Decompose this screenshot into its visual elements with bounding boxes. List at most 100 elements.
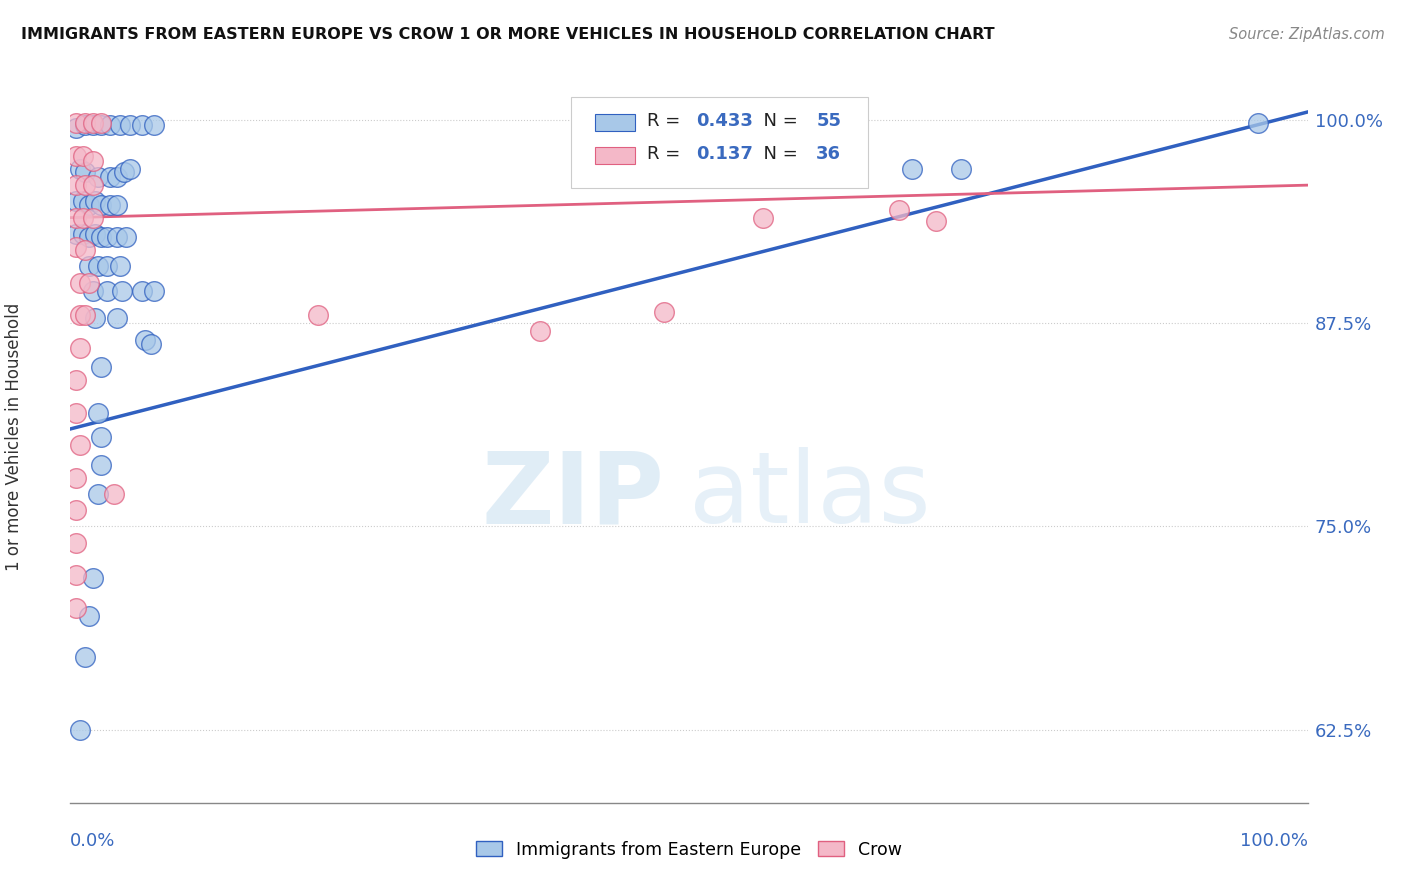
Point xyxy=(90,197,112,211)
Point xyxy=(84,194,107,209)
Point xyxy=(82,572,104,586)
Text: 55: 55 xyxy=(815,112,841,130)
Point xyxy=(69,723,91,737)
Point xyxy=(77,230,100,244)
Point xyxy=(65,600,87,615)
Point xyxy=(72,149,94,163)
Point xyxy=(98,197,121,211)
Point xyxy=(72,211,94,225)
Point xyxy=(112,165,135,179)
Point xyxy=(82,178,104,193)
Point xyxy=(86,260,108,274)
Point xyxy=(84,227,107,241)
Text: 0.433: 0.433 xyxy=(696,112,754,130)
Point xyxy=(65,227,87,241)
Text: IMMIGRANTS FROM EASTERN EUROPE VS CROW 1 OR MORE VEHICLES IN HOUSEHOLD CORRELATI: IMMIGRANTS FROM EASTERN EUROPE VS CROW 1… xyxy=(21,27,994,42)
Point xyxy=(108,260,131,274)
Point xyxy=(1247,116,1270,130)
Point xyxy=(72,194,94,209)
Point xyxy=(90,360,112,375)
Point xyxy=(65,373,87,387)
Point xyxy=(65,406,87,420)
Point xyxy=(90,230,112,244)
Text: ZIP: ZIP xyxy=(481,447,664,544)
Point xyxy=(75,308,97,322)
Point xyxy=(75,649,97,664)
Point xyxy=(75,178,97,193)
Point xyxy=(75,118,97,132)
Point xyxy=(84,311,107,326)
Point xyxy=(72,227,94,241)
Point xyxy=(652,305,675,319)
Text: atlas: atlas xyxy=(689,447,931,544)
Point xyxy=(86,406,108,420)
Point xyxy=(950,161,973,176)
Point xyxy=(65,211,87,225)
Point xyxy=(82,116,104,130)
Text: R =: R = xyxy=(647,145,686,163)
Point xyxy=(98,169,121,184)
FancyBboxPatch shape xyxy=(595,146,636,164)
Point xyxy=(900,161,922,176)
Text: 36: 36 xyxy=(815,145,841,163)
Point xyxy=(65,116,87,130)
Point xyxy=(86,169,108,184)
Point xyxy=(69,308,91,322)
Point xyxy=(307,308,329,322)
Point xyxy=(77,260,100,274)
Point xyxy=(65,194,87,209)
Point xyxy=(90,430,112,444)
Point xyxy=(105,230,128,244)
Point xyxy=(103,487,125,501)
Text: R =: R = xyxy=(647,112,686,130)
Point xyxy=(65,178,87,193)
Point xyxy=(86,487,108,501)
Text: 100.0%: 100.0% xyxy=(1240,832,1308,850)
Point xyxy=(75,116,97,130)
Point xyxy=(90,118,112,132)
Point xyxy=(96,284,118,298)
Point xyxy=(69,341,91,355)
Point xyxy=(90,116,112,130)
Point xyxy=(139,337,162,351)
Point xyxy=(90,458,112,472)
Point xyxy=(82,153,104,168)
Text: N =: N = xyxy=(752,112,803,130)
Point xyxy=(118,118,141,132)
Text: 0.137: 0.137 xyxy=(696,145,754,163)
Point xyxy=(98,118,121,132)
Point xyxy=(65,568,87,582)
Point xyxy=(65,471,87,485)
Text: N =: N = xyxy=(752,145,803,163)
Point xyxy=(65,121,87,136)
Point xyxy=(115,230,138,244)
Point xyxy=(118,161,141,176)
Point xyxy=(108,118,131,132)
Point xyxy=(65,240,87,254)
Point xyxy=(69,438,91,452)
Point xyxy=(134,333,156,347)
FancyBboxPatch shape xyxy=(571,97,869,188)
Point xyxy=(69,161,91,176)
Point xyxy=(752,211,775,225)
Point xyxy=(77,608,100,623)
Point xyxy=(69,276,91,290)
Point xyxy=(143,118,166,132)
Point xyxy=(96,260,118,274)
FancyBboxPatch shape xyxy=(595,114,636,131)
Point xyxy=(65,149,87,163)
Point xyxy=(65,503,87,517)
Text: 0.0%: 0.0% xyxy=(70,832,115,850)
Point xyxy=(96,230,118,244)
Point xyxy=(131,118,153,132)
Point xyxy=(131,284,153,298)
Point xyxy=(82,211,104,225)
Point xyxy=(111,284,134,298)
Point xyxy=(82,118,104,132)
Point xyxy=(105,169,128,184)
Point xyxy=(827,165,849,179)
Point xyxy=(75,165,97,179)
Point xyxy=(889,202,911,217)
Point xyxy=(105,197,128,211)
Point xyxy=(77,197,100,211)
